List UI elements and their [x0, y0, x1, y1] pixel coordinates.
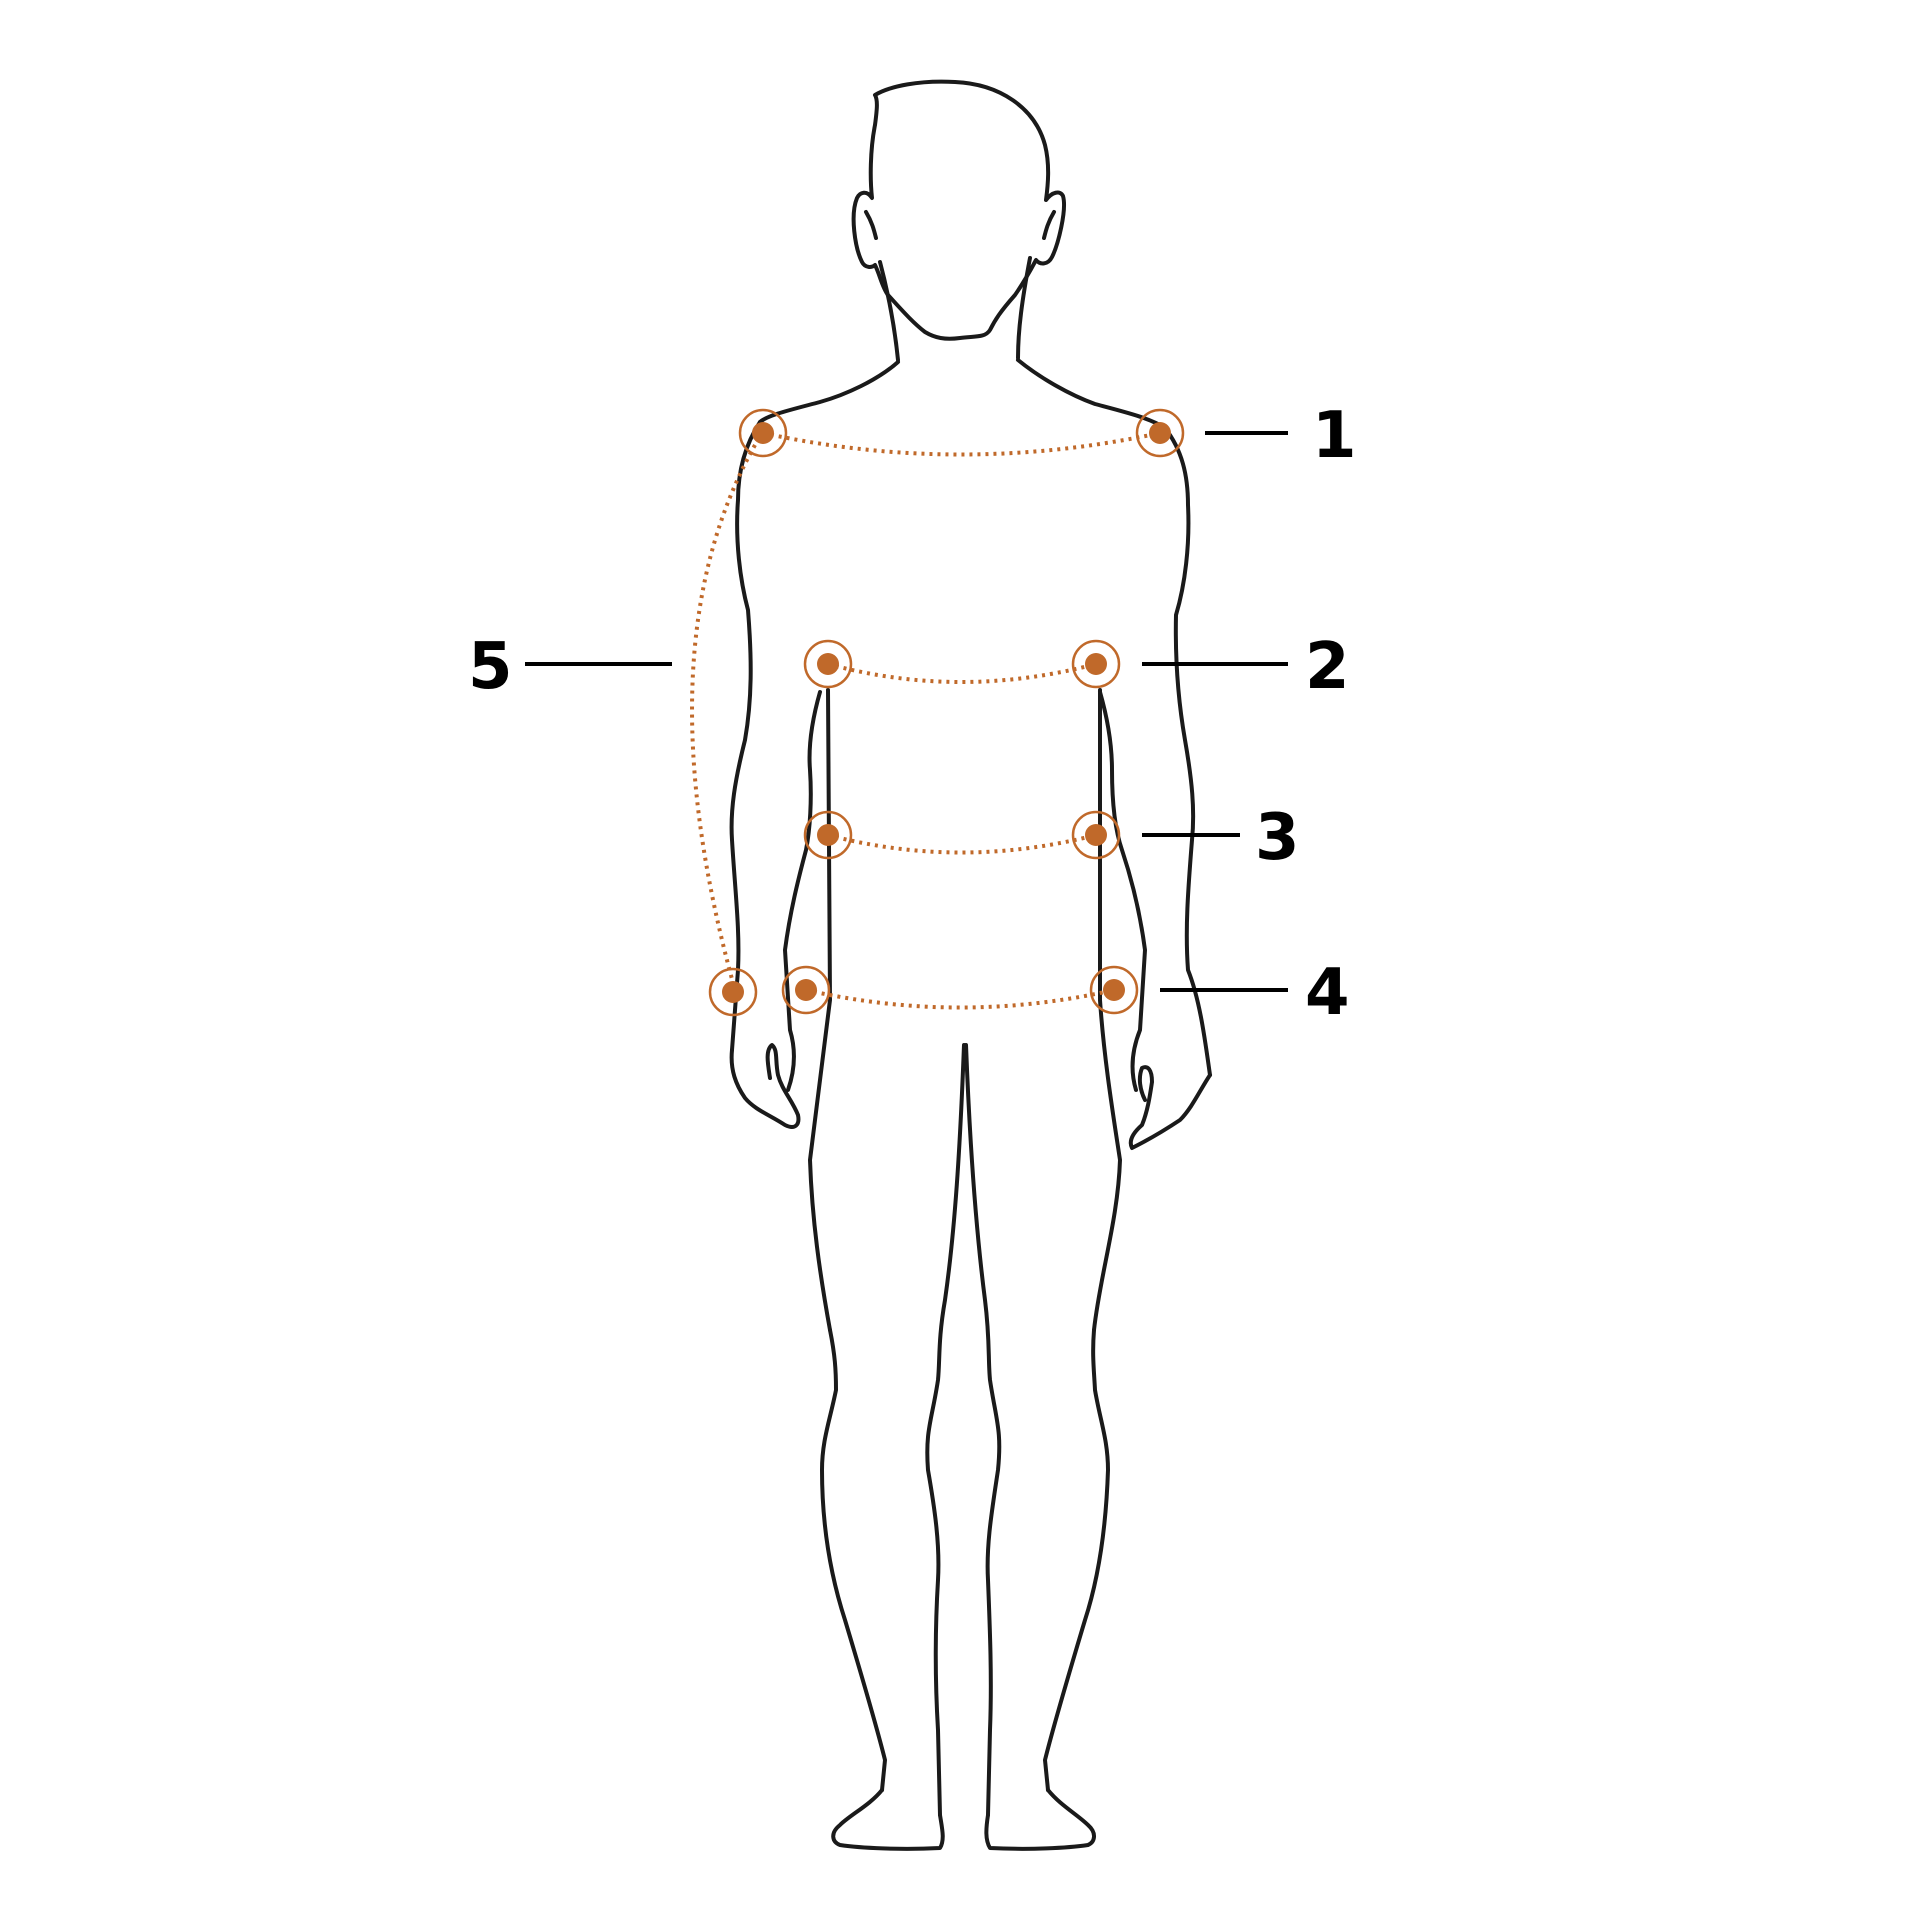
measure-line-4-hips [805, 988, 1115, 1010]
labels: 1 2 3 4 5 [468, 399, 1357, 1030]
measure-point [781, 965, 831, 1015]
measure-point [803, 639, 853, 689]
label-5: 5 [468, 630, 513, 704]
measurement-points [708, 408, 1185, 1017]
left-arm-inner [783, 690, 822, 1092]
right-ear-detail [1042, 210, 1056, 240]
label-2: 2 [1305, 630, 1350, 704]
measure-point [803, 810, 853, 860]
inner-leg-left [925, 1043, 966, 1817]
measure-point [1071, 639, 1121, 689]
outer-leg-left [820, 1328, 887, 1792]
measure-line-2-chest [827, 662, 1097, 684]
label-4: 4 [1305, 956, 1350, 1030]
human-figure [729, 79, 1212, 1851]
leader-lines [525, 431, 1288, 992]
measure-line-1-shoulders [762, 431, 1161, 457]
torso-left [808, 688, 832, 1332]
left-shoulder [758, 360, 900, 424]
neck-left [878, 260, 900, 362]
left-ear-detail [864, 210, 878, 240]
measure-point [708, 967, 758, 1017]
right-foot [984, 1788, 1096, 1851]
right-arm-inner [1098, 690, 1147, 1092]
torso-right [1092, 688, 1122, 1332]
measurement-lines [690, 431, 1161, 1010]
measure-line-3-waist [827, 833, 1097, 855]
head-outline [851, 79, 1066, 341]
label-3: 3 [1255, 801, 1300, 875]
left-arm-outer [729, 420, 762, 1052]
measure-line-5-arm [690, 444, 757, 991]
right-shoulder [1016, 358, 1167, 430]
measure-point [1071, 810, 1121, 860]
right-arm-outer [1163, 426, 1212, 1077]
measure-point [1089, 965, 1139, 1015]
measure-point [1135, 408, 1185, 458]
inner-leg-right [964, 1043, 1002, 1817]
label-1: 1 [1312, 399, 1357, 473]
measure-point [738, 408, 788, 458]
left-hand [729, 1043, 801, 1129]
right-hand [1128, 1065, 1212, 1150]
neck-right [1016, 256, 1032, 360]
left-foot [831, 1788, 945, 1851]
outer-leg-right [1043, 1328, 1110, 1792]
